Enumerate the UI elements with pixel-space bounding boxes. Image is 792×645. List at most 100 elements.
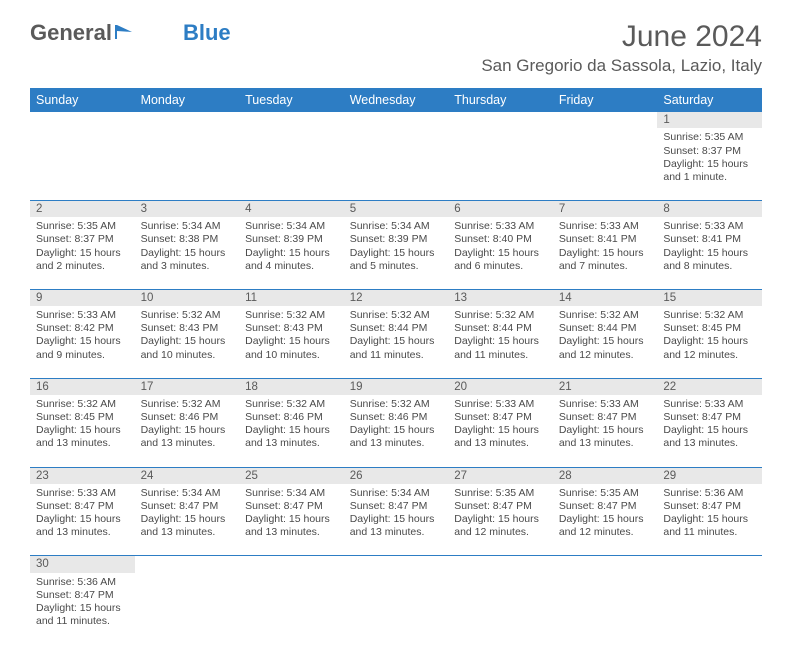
sunset-text: Sunset: 8:45 PM: [36, 411, 129, 424]
day-cell: [553, 573, 658, 645]
day-number-cell: 4: [239, 200, 344, 217]
sunset-text: Sunset: 8:47 PM: [559, 411, 652, 424]
sunset-text: Sunset: 8:41 PM: [559, 233, 652, 246]
day-number-cell: 22: [657, 378, 762, 395]
daylight-text: Daylight: 15 hours and 13 minutes.: [141, 513, 234, 539]
day-number-cell: [344, 556, 449, 573]
day-cell: Sunrise: 5:35 AMSunset: 8:47 PMDaylight:…: [553, 484, 658, 556]
day-header: Wednesday: [344, 88, 449, 112]
day-cell: Sunrise: 5:34 AMSunset: 8:39 PMDaylight:…: [239, 217, 344, 289]
daynum-row: 2345678: [30, 200, 762, 217]
daylight-text: Daylight: 15 hours and 9 minutes.: [36, 335, 129, 361]
daylight-text: Daylight: 15 hours and 6 minutes.: [454, 247, 547, 273]
sunrise-text: Sunrise: 5:33 AM: [36, 309, 129, 322]
day-cell: Sunrise: 5:34 AMSunset: 8:38 PMDaylight:…: [135, 217, 240, 289]
day-cell: [239, 573, 344, 645]
daylight-text: Daylight: 15 hours and 13 minutes.: [36, 424, 129, 450]
day-cell: Sunrise: 5:32 AMSunset: 8:45 PMDaylight:…: [657, 306, 762, 378]
day-number-cell: [239, 112, 344, 128]
day-cell: Sunrise: 5:33 AMSunset: 8:47 PMDaylight:…: [553, 395, 658, 467]
daylight-text: Daylight: 15 hours and 4 minutes.: [245, 247, 338, 273]
week-row: Sunrise: 5:35 AMSunset: 8:37 PMDaylight:…: [30, 128, 762, 200]
daylight-text: Daylight: 15 hours and 13 minutes.: [559, 424, 652, 450]
sunset-text: Sunset: 8:37 PM: [663, 145, 756, 158]
daylight-text: Daylight: 15 hours and 13 minutes.: [454, 424, 547, 450]
daylight-text: Daylight: 15 hours and 12 minutes.: [454, 513, 547, 539]
month-title: June 2024: [481, 20, 762, 54]
daylight-text: Daylight: 15 hours and 11 minutes.: [454, 335, 547, 361]
daylight-text: Daylight: 15 hours and 13 minutes.: [245, 424, 338, 450]
sunrise-text: Sunrise: 5:32 AM: [350, 398, 443, 411]
day-number-cell: 23: [30, 467, 135, 484]
sunrise-text: Sunrise: 5:32 AM: [141, 398, 234, 411]
day-number-cell: 29: [657, 467, 762, 484]
day-number-cell: 16: [30, 378, 135, 395]
day-cell: Sunrise: 5:32 AMSunset: 8:43 PMDaylight:…: [239, 306, 344, 378]
day-cell: Sunrise: 5:32 AMSunset: 8:43 PMDaylight:…: [135, 306, 240, 378]
day-number-cell: 17: [135, 378, 240, 395]
day-cell: Sunrise: 5:32 AMSunset: 8:46 PMDaylight:…: [344, 395, 449, 467]
day-number-cell: 25: [239, 467, 344, 484]
sunrise-text: Sunrise: 5:33 AM: [454, 398, 547, 411]
sunrise-text: Sunrise: 5:33 AM: [36, 487, 129, 500]
day-header: Monday: [135, 88, 240, 112]
daylight-text: Daylight: 15 hours and 13 minutes.: [245, 513, 338, 539]
week-row: Sunrise: 5:35 AMSunset: 8:37 PMDaylight:…: [30, 217, 762, 289]
sunrise-text: Sunrise: 5:35 AM: [36, 220, 129, 233]
sunset-text: Sunset: 8:43 PM: [245, 322, 338, 335]
brand-logo: GeneralBlue: [30, 20, 231, 46]
day-number-cell: 13: [448, 289, 553, 306]
day-number-cell: 20: [448, 378, 553, 395]
sunset-text: Sunset: 8:46 PM: [141, 411, 234, 424]
day-number-cell: [553, 112, 658, 128]
sunset-text: Sunset: 8:40 PM: [454, 233, 547, 246]
day-number-cell: [239, 556, 344, 573]
day-cell: Sunrise: 5:32 AMSunset: 8:46 PMDaylight:…: [239, 395, 344, 467]
sunrise-text: Sunrise: 5:34 AM: [350, 487, 443, 500]
daylight-text: Daylight: 15 hours and 12 minutes.: [559, 335, 652, 361]
sunrise-text: Sunrise: 5:32 AM: [663, 309, 756, 322]
sunrise-text: Sunrise: 5:36 AM: [36, 576, 129, 589]
daylight-text: Daylight: 15 hours and 7 minutes.: [559, 247, 652, 273]
day-header: Saturday: [657, 88, 762, 112]
day-cell: Sunrise: 5:32 AMSunset: 8:46 PMDaylight:…: [135, 395, 240, 467]
daynum-row: 23242526272829: [30, 467, 762, 484]
day-cell: Sunrise: 5:36 AMSunset: 8:47 PMDaylight:…: [30, 573, 135, 645]
day-number-cell: [657, 556, 762, 573]
day-cell: Sunrise: 5:35 AMSunset: 8:37 PMDaylight:…: [30, 217, 135, 289]
week-row: Sunrise: 5:33 AMSunset: 8:42 PMDaylight:…: [30, 306, 762, 378]
day-number-cell: 5: [344, 200, 449, 217]
day-header: Sunday: [30, 88, 135, 112]
day-number-cell: 26: [344, 467, 449, 484]
day-cell: Sunrise: 5:33 AMSunset: 8:41 PMDaylight:…: [553, 217, 658, 289]
week-row: Sunrise: 5:36 AMSunset: 8:47 PMDaylight:…: [30, 573, 762, 645]
day-number-cell: 8: [657, 200, 762, 217]
day-cell: Sunrise: 5:33 AMSunset: 8:47 PMDaylight:…: [448, 395, 553, 467]
daylight-text: Daylight: 15 hours and 10 minutes.: [141, 335, 234, 361]
day-number-cell: [448, 112, 553, 128]
sunset-text: Sunset: 8:44 PM: [559, 322, 652, 335]
sunrise-text: Sunrise: 5:33 AM: [559, 220, 652, 233]
daylight-text: Daylight: 15 hours and 11 minutes.: [36, 602, 129, 628]
day-number-cell: [553, 556, 658, 573]
brand-name-part1: General: [30, 20, 112, 46]
sunset-text: Sunset: 8:44 PM: [350, 322, 443, 335]
day-cell: Sunrise: 5:34 AMSunset: 8:47 PMDaylight:…: [344, 484, 449, 556]
sunrise-text: Sunrise: 5:33 AM: [663, 398, 756, 411]
day-cell: [553, 128, 658, 200]
sunset-text: Sunset: 8:39 PM: [245, 233, 338, 246]
sunset-text: Sunset: 8:45 PM: [663, 322, 756, 335]
day-cell: Sunrise: 5:33 AMSunset: 8:40 PMDaylight:…: [448, 217, 553, 289]
day-number-cell: 7: [553, 200, 658, 217]
sunrise-text: Sunrise: 5:33 AM: [454, 220, 547, 233]
header: GeneralBlue June 2024 San Gregorio da Sa…: [0, 0, 792, 84]
day-number-cell: 12: [344, 289, 449, 306]
sunrise-text: Sunrise: 5:32 AM: [350, 309, 443, 322]
daylight-text: Daylight: 15 hours and 12 minutes.: [663, 335, 756, 361]
sunrise-text: Sunrise: 5:32 AM: [245, 398, 338, 411]
day-cell: [344, 128, 449, 200]
sunset-text: Sunset: 8:42 PM: [36, 322, 129, 335]
daylight-text: Daylight: 15 hours and 10 minutes.: [245, 335, 338, 361]
day-cell: Sunrise: 5:34 AMSunset: 8:47 PMDaylight:…: [239, 484, 344, 556]
day-number-cell: [344, 112, 449, 128]
